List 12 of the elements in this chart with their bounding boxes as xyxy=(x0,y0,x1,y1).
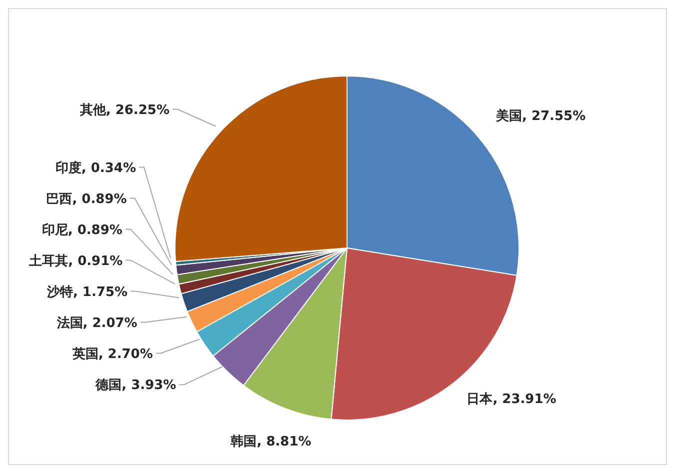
slice-label: 法国, 2.07% xyxy=(56,316,138,331)
slice-label: 美国, 27.55% xyxy=(495,108,586,124)
slice-label: 印尼, 0.89% xyxy=(42,222,122,238)
slice-label: 土耳其, 0.91% xyxy=(28,254,123,269)
slice-label: 英国, 2.70% xyxy=(71,346,153,362)
slice-label: 巴西, 0.89% xyxy=(46,192,127,207)
slice-label: 德国, 3.93% xyxy=(94,378,176,394)
slice-label: 韩国, 8.81% xyxy=(230,434,312,450)
slice-label: 印度, 0.34% xyxy=(55,160,136,176)
slice-label: 沙特, 1.75% xyxy=(46,284,128,300)
slice-label: 日本, 23.91% xyxy=(466,392,556,408)
slice-label: 其他, 26.25% xyxy=(78,102,170,118)
